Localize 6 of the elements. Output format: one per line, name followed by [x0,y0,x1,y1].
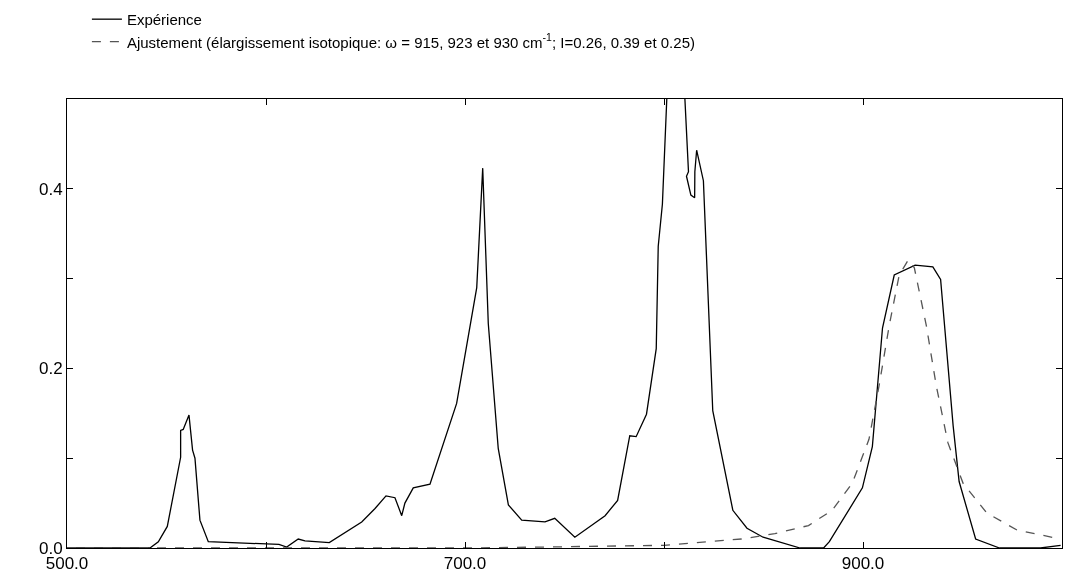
x-tick-label: 700.0 [443,554,487,574]
y-tick-label: 0.4 [38,179,63,199]
legend-label: Expérience [126,11,202,29]
x-tick-label: 900.0 [841,554,885,574]
legend-label: Ajustement (élargissement isotopique: ω = 915, 923 et 930 cm$^{-1}$; I=0.26, 0.39 et 0.25) [126,31,695,51]
y-tick-label: 0.2 [38,359,63,379]
